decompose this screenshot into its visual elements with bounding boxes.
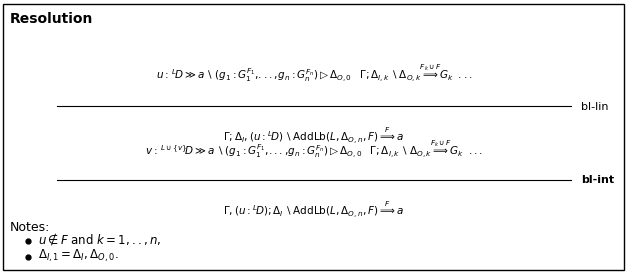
Text: bl-int: bl-int bbox=[581, 175, 614, 185]
Text: $u \notin F$ and $k = 1,..,n,$: $u \notin F$ and $k = 1,..,n,$ bbox=[38, 232, 161, 248]
Text: Resolution: Resolution bbox=[9, 12, 93, 26]
Text: $\Delta_{I,1} = \Delta_I, \Delta_{O,0}.$: $\Delta_{I,1} = \Delta_I, \Delta_{O,0}.$ bbox=[38, 248, 119, 265]
Text: $u:\,{}^{L}\!D \gg a \setminus (g_1:G_1^{F_1},\!...,\!g_n:G_n^{F_n}) \triangleri: $u:\,{}^{L}\!D \gg a \setminus (g_1:G_1^… bbox=[156, 62, 472, 84]
Text: $\Gamma,(u:{}^{L}\!D);\Delta_I \setminus \mathrm{AddLb}(L,\Delta_{O,n},F) \overs: $\Gamma,(u:{}^{L}\!D);\Delta_I \setminus… bbox=[224, 199, 404, 220]
Text: $v:\,{}^{L \cup \{v\}}\!D \gg a \setminus (g_1:G_1^{F_1},\!...,\!g_n:G_n^{F_n}) : $v:\,{}^{L \cup \{v\}}\!D \gg a \setminu… bbox=[145, 138, 483, 160]
Text: $\Gamma;\Delta_I,(u:{}^{L}\!D) \setminus \mathrm{AddLb}(L,\Delta_{O,n},F) \overs: $\Gamma;\Delta_I,(u:{}^{L}\!D) \setminus… bbox=[224, 125, 404, 146]
Text: Notes:: Notes: bbox=[9, 221, 50, 234]
Text: bl-lin: bl-lin bbox=[581, 102, 609, 112]
